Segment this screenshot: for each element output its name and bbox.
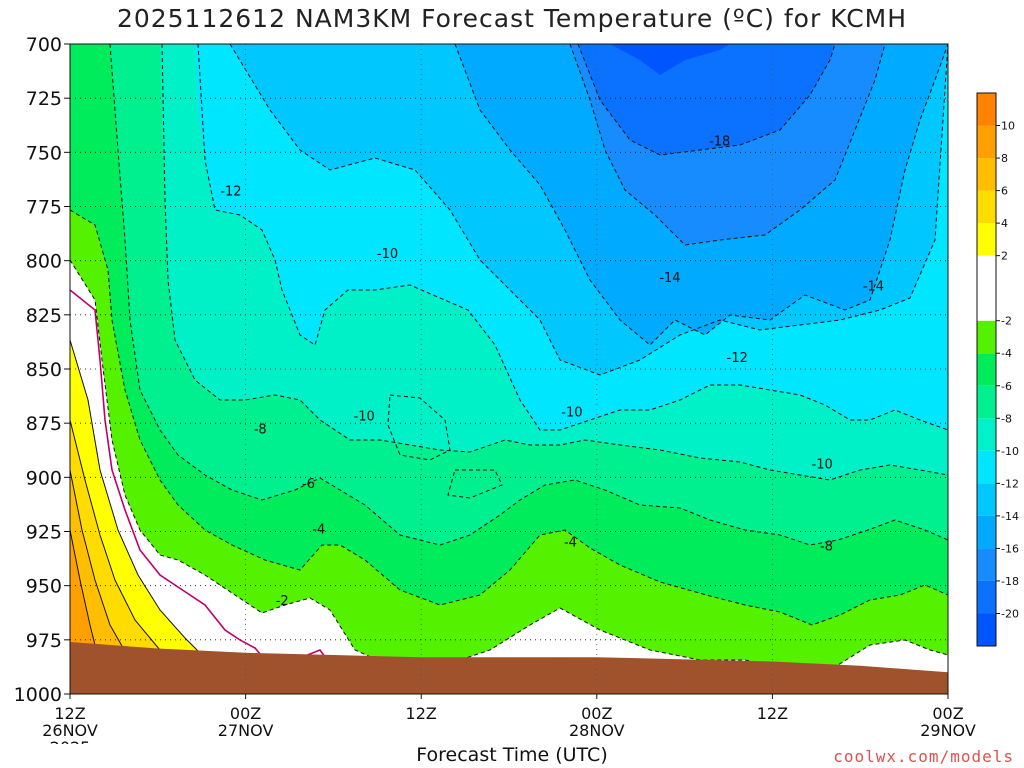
x-axis: 12Z26NOV202500Z27NOV12Z00Z28NOV12Z00Z29N… — [42, 694, 976, 744]
credit-text: coolwx.com/models — [833, 747, 1014, 766]
colorbar-swatch — [977, 613, 996, 646]
colorbar-label: -10 — [1001, 445, 1019, 458]
contour-label: -10 — [354, 410, 375, 425]
y-tick-label: 825 — [26, 305, 62, 327]
y-tick-label: 1000 — [14, 684, 62, 706]
contour-label: -10 — [377, 247, 398, 262]
contour-minus-14 — [229, 44, 948, 376]
y-tick-label: 850 — [26, 359, 62, 381]
contour-plus-8 — [70, 469, 131, 661]
colorbar-swatch — [977, 450, 996, 484]
colorbar-swatch — [977, 190, 996, 224]
x-tick-label: 2025 — [50, 738, 91, 744]
colorbar-label: 4 — [1001, 217, 1008, 230]
colorbar: 10 8 6 4 2 -2 -4 -6 -8 -10 -12 -14 -16 -18 -20 — [976, 92, 1019, 647]
contour-label: -4 — [312, 522, 325, 537]
colorbar-swatch — [977, 93, 996, 126]
y-tick-label: 975 — [26, 630, 62, 652]
colorbar-label: -16 — [1001, 542, 1019, 555]
chart-title: 2025112612 NAM3KM Forecast Temperature (… — [116, 4, 908, 33]
colorbar-swatch — [977, 548, 996, 581]
contour-minus-12 — [197, 44, 948, 431]
contour-small-cell — [447, 469, 503, 499]
colorbar-swatch — [977, 223, 996, 256]
x-tick-label: 26NOV — [42, 721, 98, 740]
contour-label: -10 — [561, 405, 582, 420]
contour-label: -12 — [727, 351, 748, 366]
y-tick-label: 725 — [26, 88, 62, 110]
colorbar-label: -20 — [1001, 607, 1019, 620]
x-tick-label: 00Z — [932, 704, 963, 723]
contour-minus-20 — [577, 44, 836, 156]
contour-label: -14 — [659, 271, 680, 286]
y-tick-label: 875 — [26, 413, 62, 435]
contour-label: -6 — [302, 477, 315, 492]
colorbar-frame — [976, 92, 997, 647]
colorbar-swatch — [977, 158, 996, 191]
contour-minus-18 — [569, 44, 886, 246]
colorbar-swatch — [977, 353, 996, 386]
colorbar-label: 8 — [1001, 152, 1008, 165]
contour-label: -12 — [220, 184, 241, 199]
colorbar-label: -8 — [1001, 412, 1012, 425]
contour-minus-16 — [454, 44, 948, 346]
colorbar-label: -2 — [1001, 315, 1012, 328]
contour-minus-8 — [109, 44, 948, 546]
ground-surface — [70, 642, 948, 694]
y-tick-label: 800 — [26, 251, 62, 273]
colorbar-label: 10 — [1001, 120, 1015, 133]
x-tick-label: 00Z — [581, 704, 612, 723]
y-tick-label: 950 — [26, 576, 62, 598]
colorbar-label: 6 — [1001, 185, 1008, 198]
colorbar-swatch — [977, 125, 996, 159]
colorbar-swatch — [977, 385, 996, 419]
colorbar-swatch — [977, 483, 996, 516]
colorbar-label: -6 — [1001, 380, 1012, 393]
colorbar-swatch — [977, 418, 996, 451]
contour-label: -4 — [564, 535, 577, 550]
colorbar-swatch — [977, 255, 996, 321]
colorbar-swatch — [977, 580, 996, 614]
contour-label: -8 — [254, 423, 267, 438]
x-tick-label: 28NOV — [569, 721, 625, 740]
y-tick-label: 700 — [26, 34, 62, 56]
contour-labels: -18 -14 -14 -12 -12 -10 -10 -10 -10 -8 -8 -6 -4 -4 -2 — [220, 135, 884, 609]
contour-lines — [70, 44, 948, 676]
contour-minus-10 — [161, 44, 948, 481]
y-tick-label: 750 — [26, 142, 62, 164]
x-tick-label: 12Z — [757, 704, 788, 723]
contour-label: -2 — [276, 594, 289, 609]
grid-lines — [70, 44, 948, 694]
contour-plus-4 — [70, 339, 206, 659]
colorbar-swatch — [977, 320, 996, 354]
colorbar-swatch — [977, 515, 996, 549]
colorbar-label: -12 — [1001, 477, 1019, 490]
x-tick-label: 12Z — [406, 704, 437, 723]
contour-label: -8 — [820, 540, 833, 555]
band-minus-20-to-minus-18 — [578, 44, 835, 155]
colorbar-label: -4 — [1001, 347, 1012, 360]
temperature-field — [70, 44, 948, 694]
colorbar-label: -18 — [1001, 575, 1019, 588]
colorbar-label: 2 — [1001, 250, 1008, 263]
colorbar-label: -14 — [1001, 510, 1019, 523]
y-tick-label: 925 — [26, 522, 62, 544]
x-tick-label: 00Z — [230, 704, 261, 723]
band-minus-22-to-minus-20 — [610, 44, 730, 75]
x-axis-label: Forecast Time (UTC) — [416, 744, 608, 766]
ground-layer — [70, 642, 948, 694]
contour-label: -10 — [812, 457, 833, 472]
contour-closed-cell — [387, 394, 451, 461]
warm-bulge-lower-left — [260, 598, 360, 664]
y-tick-label: 775 — [26, 197, 62, 219]
x-tick-label: 12Z — [54, 704, 85, 723]
chart-canvas: -18-14-14-12-12-10-10 -10-10-8-8-6-4-4-2 … — [14, 34, 1019, 744]
contour-label: -18 — [709, 135, 730, 150]
x-tick-label: 29NOV — [920, 721, 976, 740]
x-tick-label: 27NOV — [218, 721, 274, 740]
y-tick-label: 900 — [26, 467, 62, 489]
y-axis: 700 725 750 775 800 825 850 875 900 925 950 975 1000 — [14, 34, 70, 706]
contour-plus-6 — [70, 419, 161, 651]
contour-label: -14 — [863, 280, 884, 295]
